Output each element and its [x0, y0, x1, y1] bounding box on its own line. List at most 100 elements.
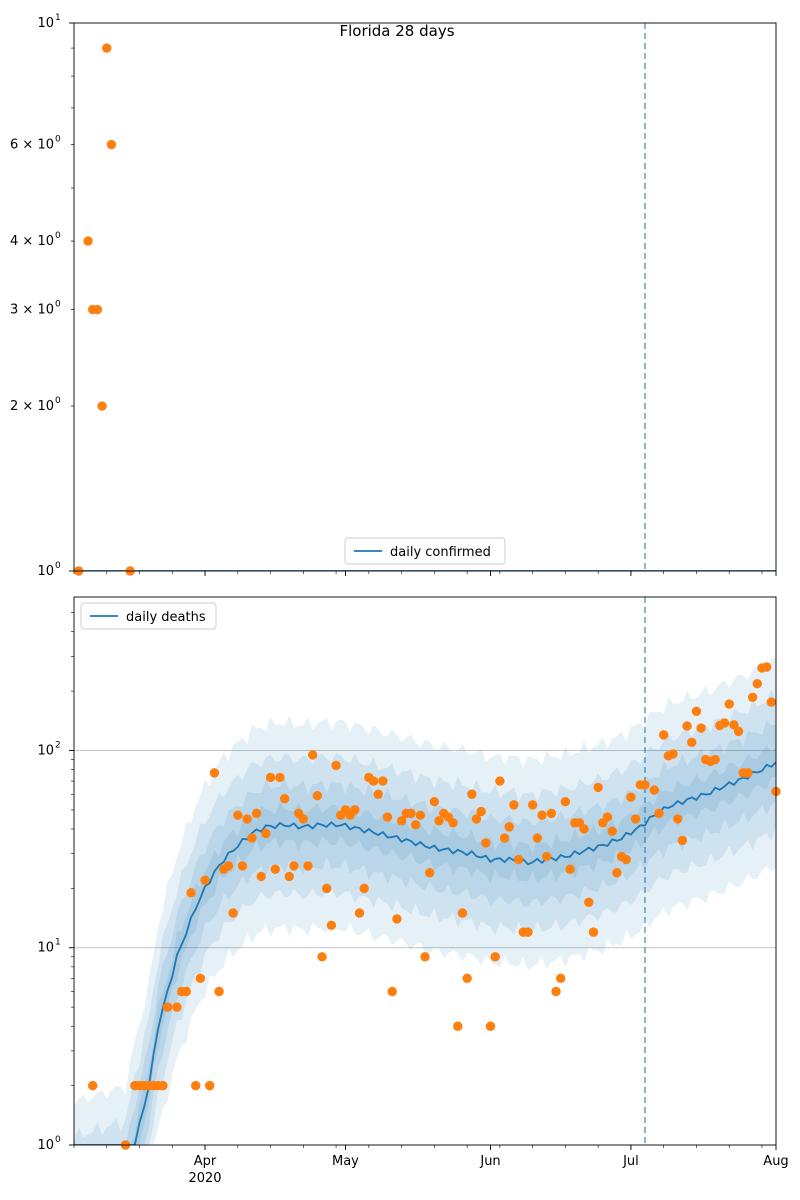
- data-point: [537, 810, 547, 820]
- data-point: [504, 822, 514, 832]
- data-point: [106, 139, 117, 150]
- data-point: [640, 780, 650, 790]
- data-point: [237, 861, 248, 871]
- data-point: [88, 1080, 98, 1091]
- data-point: [453, 1021, 463, 1031]
- y-tick-exponent: 0: [55, 1135, 61, 1145]
- data-point: [588, 927, 599, 937]
- data-point: [743, 768, 753, 778]
- y-tick-label: 10: [37, 941, 54, 956]
- data-point: [415, 810, 426, 820]
- data-point: [420, 952, 430, 962]
- data-point: [233, 810, 243, 820]
- data-point: [373, 789, 383, 799]
- data-point: [429, 797, 440, 807]
- data-point: [261, 828, 271, 839]
- data-point: [476, 806, 486, 817]
- data-point: [265, 772, 276, 783]
- data-point: [541, 851, 552, 862]
- data-point: [289, 861, 299, 871]
- data-point: [186, 888, 196, 898]
- data-point: [752, 679, 762, 689]
- data-point: [448, 818, 458, 828]
- data-point: [284, 871, 294, 882]
- data-point: [247, 833, 257, 843]
- data-point: [527, 800, 538, 810]
- data-point: [495, 776, 505, 786]
- y-tick-label: 10: [37, 743, 54, 758]
- data-point: [410, 820, 421, 830]
- y-minor-tick-label: 4 × 10: [10, 234, 54, 249]
- axes-frame: [73, 596, 777, 1146]
- x-tick-label: Jun: [479, 1154, 500, 1169]
- y-tick-label: 10: [37, 1138, 54, 1153]
- data-point: [97, 401, 107, 411]
- data-point: [378, 776, 388, 786]
- data-point: [579, 824, 589, 834]
- data-point: [223, 861, 234, 871]
- data-point: [485, 1021, 496, 1031]
- data-point: [729, 720, 739, 730]
- data-point: [270, 864, 280, 874]
- data-point: [83, 236, 93, 246]
- data-point: [242, 814, 252, 824]
- uncertainty-band: [74, 656, 776, 1145]
- data-point: [551, 986, 561, 997]
- y-minor-tick-label: 6 × 10: [10, 138, 54, 153]
- data-point: [92, 304, 103, 315]
- data-point: [162, 1002, 173, 1012]
- data-point: [303, 861, 313, 871]
- y-tick-exponent: 2: [55, 740, 61, 750]
- data-point: [256, 871, 266, 882]
- data-point: [719, 718, 730, 728]
- data-point: [602, 812, 613, 822]
- data-point: [565, 864, 575, 874]
- data-point: [630, 814, 641, 824]
- legend-label: daily deaths: [126, 610, 206, 625]
- data-point: [593, 782, 603, 793]
- data-point: [481, 838, 491, 848]
- data-point: [251, 808, 262, 819]
- legend-box: [344, 537, 506, 565]
- data-point: [102, 43, 112, 53]
- y-minor-tick-exponent: 0: [55, 300, 61, 310]
- data-points: [88, 662, 781, 1150]
- data-point: [368, 776, 379, 786]
- data-point: [687, 737, 697, 748]
- data-point: [532, 833, 543, 843]
- y-tick-label: 10: [37, 564, 54, 579]
- data-point: [467, 789, 477, 799]
- data-point: [200, 875, 210, 885]
- data-point: [612, 868, 622, 878]
- data-point: [312, 790, 323, 801]
- legend: daily confirmed: [344, 537, 506, 565]
- data-point: [523, 927, 533, 937]
- uncertainty-band: [74, 689, 776, 1145]
- data-point: [317, 952, 327, 962]
- y-minor-tick-label: 3 × 10: [10, 303, 54, 318]
- data-point: [359, 883, 369, 894]
- data-point: [490, 952, 500, 962]
- data-point: [546, 808, 557, 819]
- data-point: [626, 792, 636, 802]
- data-point: [214, 986, 224, 997]
- data-point: [457, 908, 468, 918]
- data-point: [724, 699, 734, 709]
- x-tick-label: Apr: [194, 1154, 217, 1169]
- data-point: [354, 908, 365, 918]
- data-point: [673, 814, 683, 824]
- data-point: [710, 754, 720, 765]
- data-point: [350, 805, 360, 815]
- data-point: [766, 697, 777, 707]
- y-minor-tick-exponent: 0: [55, 396, 61, 406]
- data-point: [607, 826, 617, 836]
- data-point: [668, 749, 678, 759]
- data-point: [195, 973, 206, 984]
- x-tick-label: Aug: [763, 1154, 788, 1169]
- plot-area: [74, 656, 776, 1145]
- data-points: [73, 43, 135, 576]
- data-point: [424, 868, 435, 878]
- data-point: [275, 772, 285, 783]
